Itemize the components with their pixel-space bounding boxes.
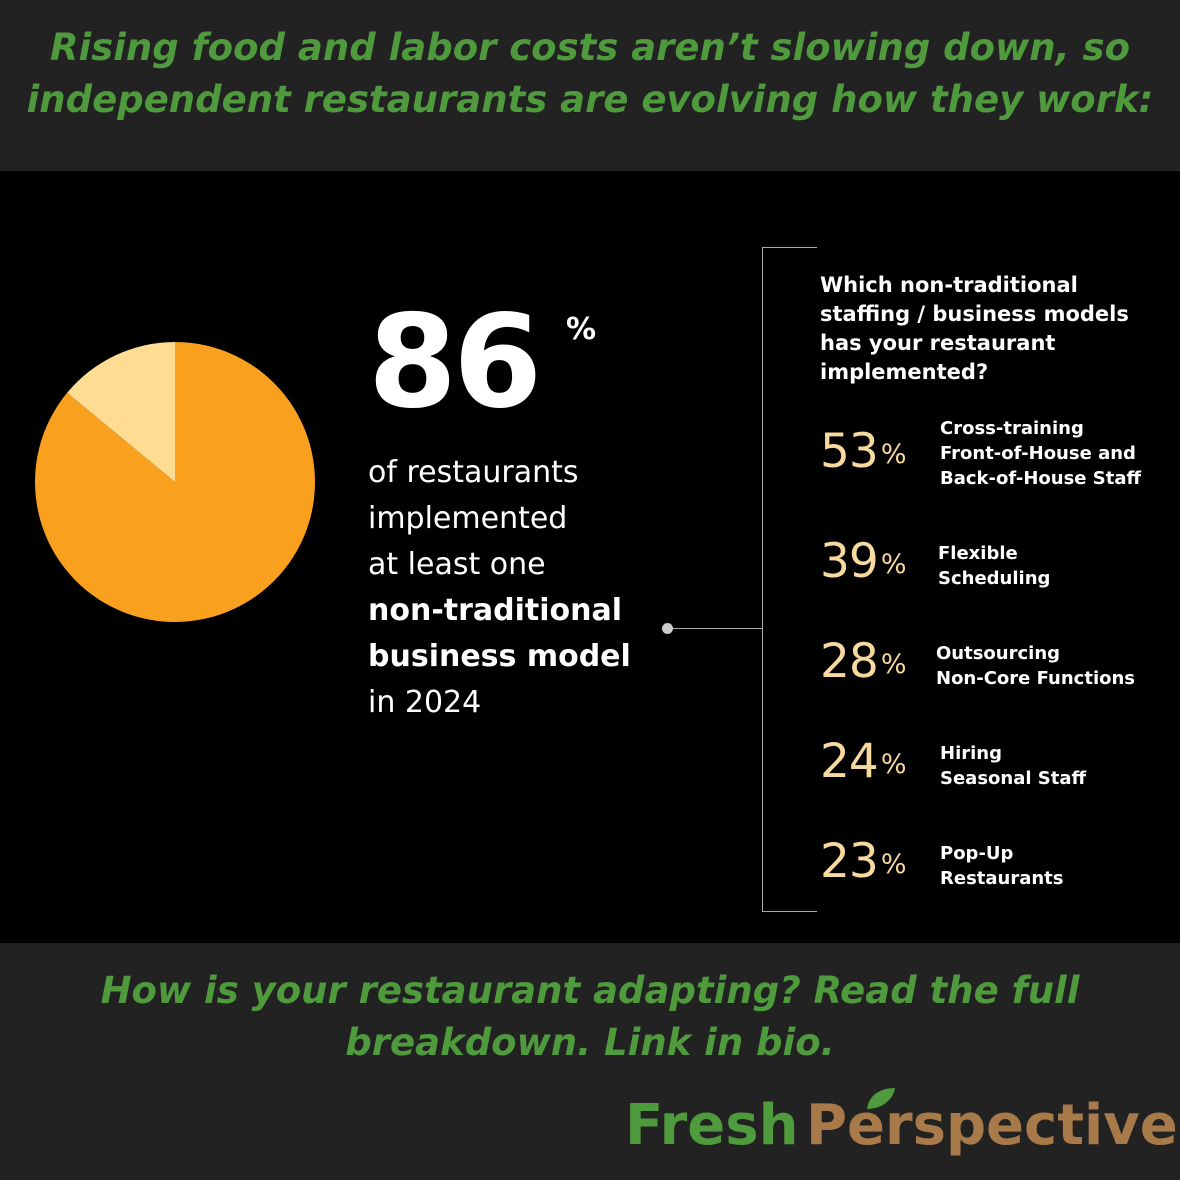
question-line-4: implemented? [820,360,989,384]
stat-item-pop-up: 23% [820,834,906,889]
main-stat-value: 86 [368,288,542,437]
stat-label-line: Non-Core Functions [936,668,1136,689]
question-line-3: has your restaurant [820,331,1056,355]
pie-slice-not-implemented [67,342,175,482]
logo-perspective: Perspective [806,1093,1178,1158]
pie-slice-implemented [34,342,315,622]
stat-unit: % [880,849,907,880]
stat-value: 53 [820,424,879,479]
footer-line-1: How is your restaurant adapting? Read th… [100,969,1080,1012]
headline-line-1: Rising food and labor costs aren’t slowi… [50,26,1130,69]
stat-label-line: Pop-Up [940,843,1014,864]
stat-item-flexible-scheduling: 39% [820,534,906,589]
stat-label-line: Restaurants [940,868,1064,889]
stat-label-line: Cross-training [940,418,1084,439]
stat-value: 23 [820,834,879,889]
stat-item-seasonal-staff: 24% [820,734,906,789]
survey-question: Which non-traditional staffing / busines… [820,271,1160,387]
bracket-vertical [762,247,763,912]
desc-line-1: of restaurants [368,455,579,490]
stat-label-seasonal-staff: Hiring Seasonal Staff [940,741,1180,791]
stat-unit: % [880,439,907,470]
connector-line [673,628,763,629]
main-stat-description: of restaurants implemented at least one … [368,450,688,726]
footer-line-2: breakdown. Link in bio. [345,1021,835,1064]
stat-label-line: Back-of-House Staff [940,468,1142,489]
stat-label-outsourcing: Outsourcing Non-Core Functions [936,641,1176,691]
stat-unit: % [880,549,907,580]
bracket-top [762,247,817,248]
leaf-icon [867,1088,895,1109]
stat-label-pop-up: Pop-Up Restaurants [940,841,1180,891]
connector-dot [662,623,673,634]
desc-bold-line-2: business model [368,639,631,674]
main-stat-unit: % [566,312,597,347]
stat-unit: % [880,749,907,780]
stat-value: 24 [820,734,879,789]
stat-item-outsourcing: 28% [820,634,906,689]
stat-label-line: Scheduling [938,568,1051,589]
bracket-bottom [762,911,817,912]
question-line-1: Which non-traditional [820,273,1078,297]
stat-value: 39 [820,534,879,589]
infographic-panel [0,171,1180,943]
stat-label-line: Hiring [940,743,1002,764]
stat-label-line: Outsourcing [936,643,1061,664]
stat-item-cross-training: 53% [820,424,906,479]
stat-label-cross-training: Cross-training Front-of-House and Back-o… [940,416,1180,491]
stat-label-line: Flexible [938,543,1018,564]
headline-line-2: independent restaurants are evolving how… [26,78,1154,121]
desc-bold-line-1: non-traditional [368,593,623,628]
headline: Rising food and labor costs aren’t slowi… [0,22,1180,126]
stat-unit: % [880,649,907,680]
question-line-2: staffing / business models [820,302,1129,326]
desc-line-2: implemented [368,501,568,536]
stat-label-line: Seasonal Staff [940,768,1087,789]
stat-value: 28 [820,634,879,689]
logo-fresh: Fresh [625,1093,799,1158]
pie-chart [34,342,315,622]
footer-cta: How is your restaurant adapting? Read th… [0,965,1180,1069]
desc-line-4: in 2024 [368,685,482,720]
stat-label-line: Front-of-House and [940,443,1136,464]
stat-label-flexible-scheduling: Flexible Scheduling [938,541,1178,591]
desc-line-3: at least one [368,547,546,582]
